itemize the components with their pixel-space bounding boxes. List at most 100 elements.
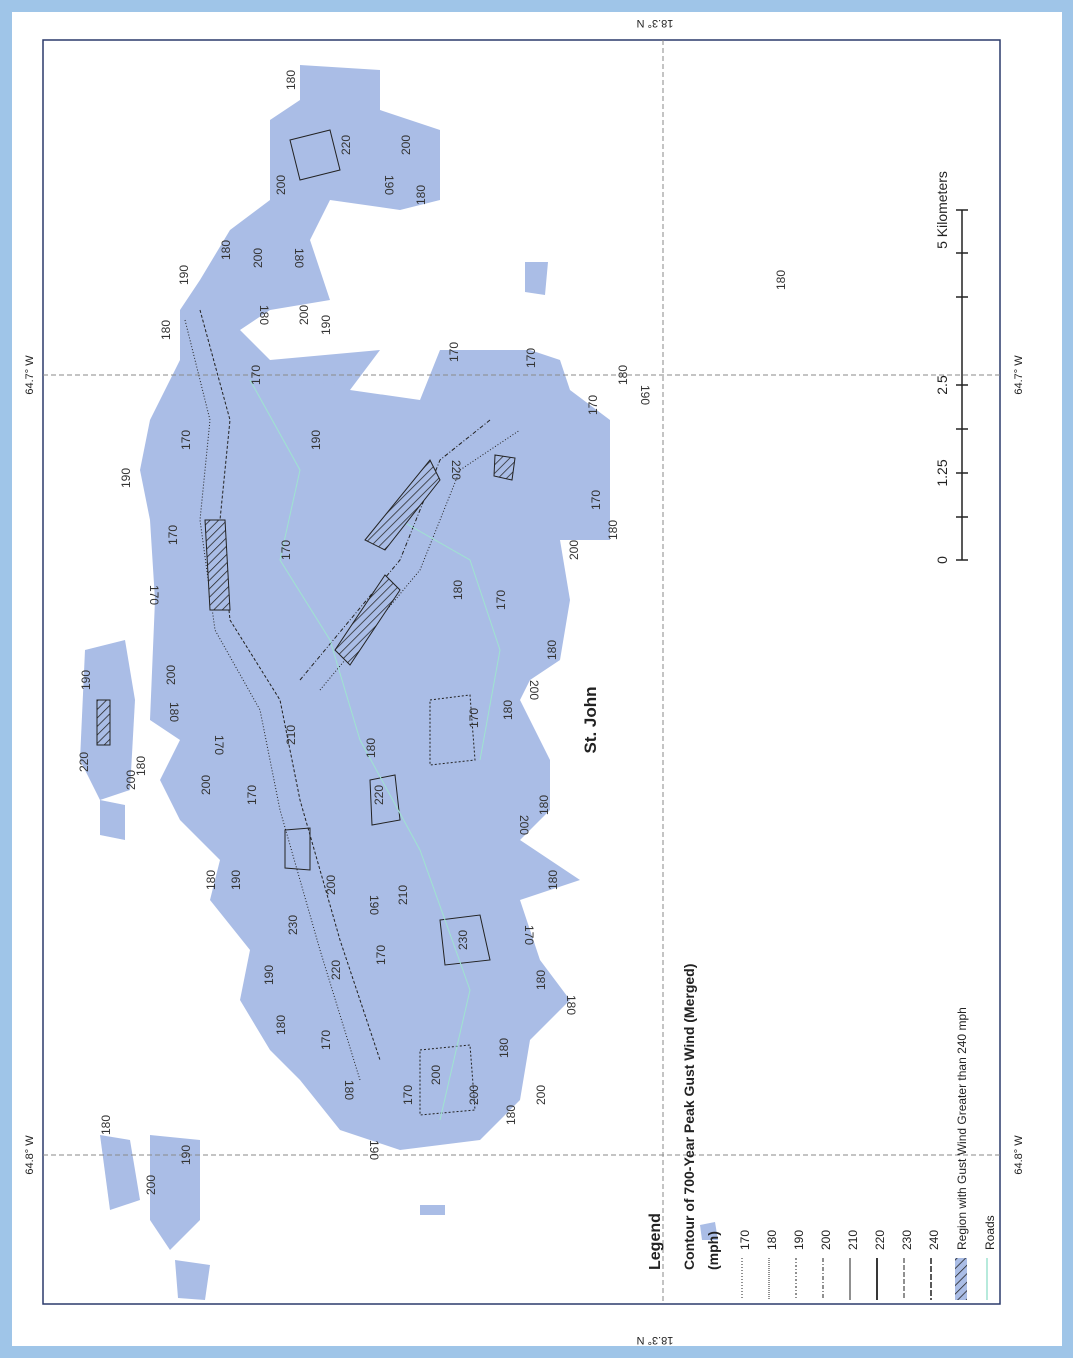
legend-swatch [955,1258,967,1300]
contour-label: 180 [219,240,233,260]
contour-label: 170 [467,708,481,728]
hatched-region [205,520,230,610]
contour-label: 200 [199,775,213,795]
contour-label: 220 [77,752,91,772]
contour-label: 180 [364,738,378,758]
contour-label: 170 [524,348,538,368]
page: {"coordinates": {"top": "18.3° N", "bott… [0,0,1073,1358]
legend-heading: Legend [647,1213,664,1270]
contour-label: 180 [134,756,148,776]
contour-label: 170 [166,525,180,545]
contour-label: 190 [382,175,396,195]
contour-label: 220 [329,960,343,980]
hatched-region [494,455,515,480]
contour-label: 200 [534,1085,548,1105]
legend-units: (mph) [705,1231,721,1270]
contour-label: 170 [245,785,259,805]
contour-label: 190 [319,315,333,335]
legend-label: 210 [846,1230,860,1250]
hatched-region [97,700,110,745]
legend-label: 170 [738,1230,752,1250]
coordinate-label: 18.3° N [637,1334,674,1346]
contour-label: 190 [367,895,381,915]
legend-label: 190 [792,1230,806,1250]
scale-unit-label: 5 Kilometers [934,171,950,249]
contour-label: 200 [467,1085,481,1105]
legend-label: 220 [873,1230,887,1250]
contour-label: 180 [204,870,218,890]
contour-label: 200 [324,875,338,895]
contour-label: 190 [79,670,93,690]
contour-label: 180 [342,1080,356,1100]
contour-label: 180 [284,70,298,90]
contour-label: 170 [147,585,161,605]
contour-label: 230 [286,915,300,935]
contour-label: 170 [522,925,536,945]
contour-label: 200 [567,540,581,560]
contour-label: 170 [494,590,508,610]
contour-label: 170 [447,342,461,362]
contour-label: 200 [274,175,288,195]
islet [100,800,125,840]
contour-label: 180 [534,970,548,990]
contour-label: 220 [339,135,353,155]
contour-label: 180 [616,365,630,385]
contour-label: 190 [262,965,276,985]
contour-label: 200 [429,1065,443,1085]
contour-label: 180 [501,700,515,720]
contour-label: 200 [144,1175,158,1195]
contour-label: 170 [589,490,603,510]
legend-label: Region with Gust Wind Greater than 240 m… [955,1007,969,1250]
contour-label: 190 [367,1140,381,1160]
coordinate-label: 64.7° W [24,355,36,395]
contour-label: 170 [401,1085,415,1105]
contour-label: 170 [212,735,226,755]
contour-label: 180 [546,870,560,890]
contour-label: 180 [159,320,173,340]
contour-label: 190 [177,265,191,285]
contour-label: 200 [297,305,311,325]
contour-label: 220 [449,460,463,480]
contour-label: 170 [249,365,263,385]
map: 18.3° N 18.3° N 64.7° W 64.8° W 64.7° W … [0,0,1073,1358]
contour-label: 190 [638,385,652,405]
contour-label: 180 [606,520,620,540]
contour-label: 210 [284,725,298,745]
contour-label: 210 [396,885,410,905]
contour-label: 230 [456,930,470,950]
legend-title: Contour of 700-Year Peak Gust Wind (Merg… [681,964,697,1270]
coordinate-label: 18.3° N [637,17,674,29]
contour-label: 170 [179,430,193,450]
contour-label: 190 [229,870,243,890]
scale-tick-label: 2.5 [934,375,950,395]
contour-label: 180 [451,580,465,600]
contour-label: 170 [586,395,600,415]
contour-label: 190 [179,1145,193,1165]
contour-label: 200 [399,135,413,155]
legend-label: Roads [983,1215,997,1250]
contour-label: 180 [537,795,551,815]
contour-label: 180 [292,248,306,268]
coordinate-label: 64.8° W [1013,1135,1025,1175]
contour-label: 180 [414,185,428,205]
contour-label: 200 [251,248,265,268]
contour-label: 170 [279,540,293,560]
legend-label: 240 [927,1230,941,1250]
islet [175,1260,210,1300]
contour-label: 180 [545,640,559,660]
contour-label: 180 [564,995,578,1015]
contour-label: 170 [319,1030,333,1050]
contour-label: 180 [774,270,788,290]
scale-tick-label: 1.25 [934,459,950,486]
contour-label: 190 [119,468,133,488]
place-label: St. John [581,686,600,753]
contour-label: 180 [99,1115,113,1135]
contour-label: 180 [497,1038,511,1058]
scale-tick-label: 0 [934,556,950,564]
contour-label: 170 [374,945,388,965]
contour-label: 190 [309,430,323,450]
contour-label: 180 [167,702,181,722]
islet [420,1205,445,1215]
coordinate-label: 64.8° W [24,1135,36,1175]
legend-label: 200 [819,1230,833,1250]
